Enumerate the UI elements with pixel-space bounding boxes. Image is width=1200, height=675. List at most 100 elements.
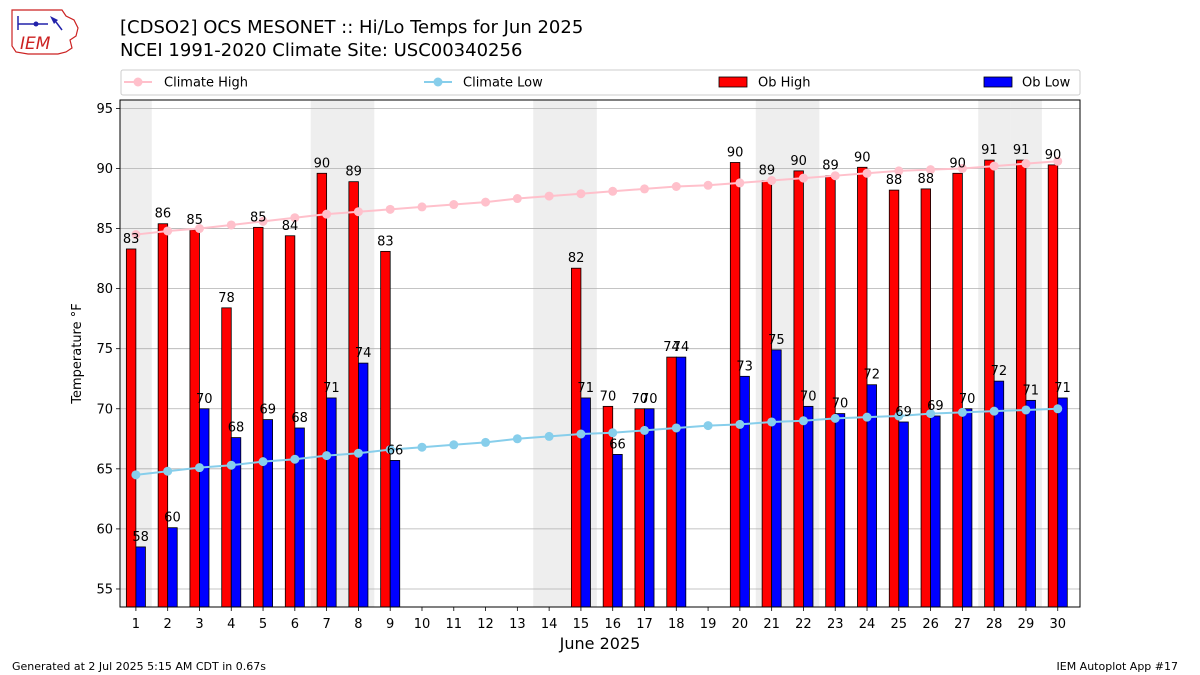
ob-low-label: 71: [1022, 383, 1039, 398]
climate-high-point: [767, 175, 777, 185]
climate-low-point: [512, 434, 522, 444]
climate-high-point: [703, 180, 713, 190]
climate-high-point: [926, 165, 936, 175]
ob-high-label: 91: [981, 143, 998, 158]
climate-high-point: [322, 209, 332, 219]
x-tick-label: 30: [1049, 617, 1066, 632]
climate-low-point: [608, 428, 618, 438]
x-tick-label: 6: [291, 617, 299, 632]
ob-high-label: 74: [663, 340, 680, 355]
climate-low-point: [735, 419, 745, 429]
legend-climate-high-label: Climate High: [164, 76, 248, 91]
svg-text:IEM: IEM: [20, 34, 51, 54]
climate-low-point: [258, 457, 268, 467]
x-tick-label: 2: [164, 617, 172, 632]
legend-ob-high-swatch: [718, 76, 748, 88]
ob-high-label: 89: [345, 165, 362, 180]
ob-high-bar: [221, 307, 232, 608]
climate-high-point: [862, 168, 872, 178]
ob-low-bar: [898, 421, 909, 608]
ob-low-label: 66: [387, 443, 404, 458]
ob-low-label: 68: [228, 421, 245, 436]
ob-low-label: 66: [609, 437, 626, 452]
climate-high-point: [894, 166, 904, 176]
climate-high-point: [353, 207, 363, 217]
ob-high-label: 85: [186, 213, 203, 228]
x-axis-title: June 2025: [559, 634, 641, 653]
ob-high-bar: [125, 248, 137, 608]
ob-high-bar: [189, 229, 200, 608]
ob-low-label: 70: [196, 392, 213, 407]
legend-climate-low-marker: [433, 77, 443, 87]
ob-high-bar: [729, 162, 741, 608]
ob-low-label: 68: [291, 411, 308, 426]
x-tick-label: 4: [227, 617, 235, 632]
legend-ob-high-label: Ob High: [758, 76, 811, 91]
climate-high-point: [258, 216, 268, 226]
ob-low-label: 70: [800, 389, 817, 404]
y-tick-label: 70: [96, 402, 113, 417]
climate-high-point: [989, 161, 999, 171]
climate-low-point: [640, 425, 650, 435]
ob-low-bar: [675, 356, 687, 608]
iem-logo: IEM: [11, 9, 79, 55]
ob-high-label: 70: [631, 392, 648, 407]
ob-low-bar: [1057, 397, 1068, 608]
chart-title: [CDSO2] OCS MESONET :: Hi/Lo Temps for J…: [120, 17, 584, 38]
climate-low-point: [163, 466, 173, 476]
ob-low-label: 71: [323, 381, 340, 396]
climate-high-point: [608, 186, 618, 196]
ob-high-label: 83: [123, 232, 140, 247]
climate-high-point: [131, 230, 141, 240]
climate-high-point: [830, 171, 840, 181]
climate-high-point: [385, 204, 395, 214]
climate-low-point: [226, 460, 236, 470]
ob-low-bar: [580, 397, 591, 608]
x-tick-label: 14: [541, 617, 558, 632]
y-tick-label: 55: [96, 582, 113, 597]
ob-high-bar: [825, 175, 836, 608]
ob-high-bar: [761, 180, 773, 608]
x-tick-label: 27: [954, 617, 971, 632]
climate-high-point: [449, 200, 459, 210]
ob-high-label: 88: [918, 172, 935, 187]
climate-high-point: [798, 173, 808, 183]
x-tick-label: 18: [668, 617, 685, 632]
ob-low-bar: [199, 408, 210, 608]
ob-high-label: 90: [949, 156, 966, 171]
x-tick-label: 13: [509, 617, 526, 632]
x-tick-label: 17: [636, 617, 653, 632]
climate-high-point: [481, 197, 491, 207]
ob-low-bar: [739, 375, 750, 608]
y-tick-label: 60: [96, 522, 113, 537]
climate-high-point: [1021, 159, 1031, 169]
climate-low-point: [290, 454, 300, 464]
climate-low-point: [862, 412, 872, 422]
ob-low-label: 69: [260, 403, 277, 418]
ob-low-bar: [930, 415, 941, 608]
ob-low-label: 73: [736, 359, 753, 374]
x-tick-label: 3: [195, 617, 203, 632]
climate-low-point: [449, 440, 459, 450]
ob-high-bar: [666, 356, 677, 608]
ob-low-bar: [803, 405, 814, 608]
climate-high-point: [512, 194, 522, 204]
ob-low-bar: [389, 460, 401, 608]
climate-high-point: [544, 191, 554, 201]
ob-low-bar: [135, 546, 146, 608]
x-tick-label: 20: [732, 617, 749, 632]
generated-timestamp: Generated at 2 Jul 2025 5:15 AM CDT in 0…: [12, 660, 266, 673]
ob-low-bar: [771, 349, 782, 608]
ob-high-label: 90: [790, 154, 807, 169]
ob-low-label: 70: [959, 392, 976, 407]
x-tick-label: 12: [477, 617, 494, 632]
ob-high-label: 86: [155, 207, 172, 222]
ob-low-label: 70: [832, 397, 849, 412]
ob-high-bar: [952, 172, 963, 608]
y-axis-title: Temperature °F: [70, 303, 85, 404]
climate-low-point: [703, 421, 713, 431]
climate-high-point: [1053, 156, 1063, 166]
chart-subtitle: NCEI 1991-2020 Climate Site: USC00340256: [120, 40, 523, 61]
climate-low-point: [798, 416, 808, 426]
